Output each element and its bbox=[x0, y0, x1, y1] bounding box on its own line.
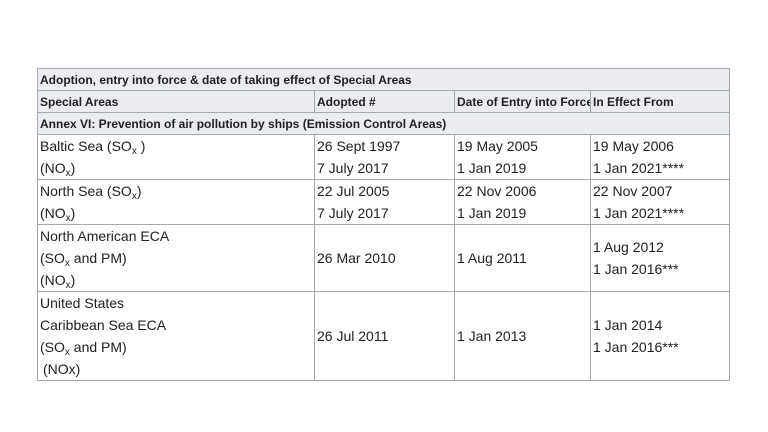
table-row: North Sea (SOx) (NOx) 22 Jul 2005 7 July… bbox=[37, 179, 731, 225]
area-name: United States bbox=[40, 295, 125, 311]
entry-date: 22 Nov 2006 bbox=[457, 183, 537, 199]
area-cell: United States Caribbean Sea ECA (SOx and… bbox=[37, 291, 315, 381]
adopted-date: 22 Jul 2005 bbox=[317, 183, 390, 199]
subscript: x bbox=[65, 168, 71, 179]
effect-date: 1 Jan 2014 bbox=[593, 317, 663, 333]
effect-date: 1 Aug 2012 bbox=[593, 239, 664, 255]
table-row: Baltic Sea (SOx ) (NOx) 26 Sept 1997 7 J… bbox=[37, 134, 731, 180]
adopted-cell: 26 Sept 1997 7 July 2017 bbox=[314, 134, 455, 180]
column-header-adopted: Adopted # bbox=[314, 90, 455, 113]
entry-cell: 1 Aug 2011 bbox=[454, 224, 591, 292]
area-name: Baltic Sea (SO bbox=[40, 138, 132, 154]
entry-cell: 1 Jan 2013 bbox=[454, 291, 591, 381]
area-cell: Baltic Sea (SOx ) (NOx) bbox=[37, 134, 315, 180]
adopted-date: 26 Sept 1997 bbox=[317, 138, 401, 154]
pollutant-suffix: ) bbox=[70, 160, 76, 176]
adopted-cell: 22 Jul 2005 7 July 2017 bbox=[314, 179, 455, 225]
effect-date: 1 Jan 2016*** bbox=[593, 339, 679, 355]
area-cell: North Sea (SOx) (NOx) bbox=[37, 179, 315, 225]
pollutant-label: (NOx) bbox=[43, 361, 81, 377]
pollutant-suffix: ) bbox=[70, 205, 76, 221]
subscript: x bbox=[65, 280, 71, 291]
subscript: x bbox=[131, 146, 137, 157]
effect-cell: 19 May 2006 1 Jan 2021**** bbox=[589, 134, 731, 180]
effect-date: 1 Jan 2021**** bbox=[593, 205, 685, 221]
entry-cell: 19 May 2005 1 Jan 2019 bbox=[454, 134, 591, 180]
area-name: Caribbean Sea ECA bbox=[40, 317, 167, 333]
table-row: United States Caribbean Sea ECA (SOx and… bbox=[37, 291, 731, 381]
adopted-cell: 26 Jul 2011 bbox=[314, 291, 455, 381]
effect-cell: 1 Jan 2014 1 Jan 2016*** bbox=[589, 291, 731, 381]
pollutant-suffix: and PM) bbox=[69, 250, 127, 266]
area-name: North American ECA bbox=[40, 228, 170, 244]
area-cell: North American ECA (SOx and PM) (NOx) bbox=[37, 224, 315, 292]
adopted-date: 7 July 2017 bbox=[317, 205, 389, 221]
adopted-date: 26 Mar 2010 bbox=[317, 250, 396, 266]
adopted-cell: 26 Mar 2010 bbox=[314, 224, 455, 292]
entry-date: 1 Jan 2019 bbox=[457, 205, 527, 221]
pollutant-label: (NO bbox=[40, 272, 66, 288]
section-header-annex-vi: Annex VI: Prevention of air pollution by… bbox=[36, 112, 731, 135]
subscript: x bbox=[64, 347, 70, 358]
effect-cell: 22 Nov 2007 1 Jan 2021**** bbox=[589, 179, 731, 225]
pollutant-suffix: and PM) bbox=[69, 339, 127, 355]
entry-date: 19 May 2005 bbox=[457, 138, 538, 154]
effect-date: 1 Jan 2021**** bbox=[593, 160, 685, 176]
table-row: North American ECA (SOx and PM) (NOx) 26… bbox=[37, 224, 731, 292]
pollutant-label: (SO bbox=[40, 339, 65, 355]
effect-date: 19 May 2006 bbox=[593, 138, 674, 154]
entry-date: 1 Jan 2013 bbox=[457, 328, 527, 344]
column-header-in-effect-from: In Effect From bbox=[589, 90, 731, 113]
effect-date: 22 Nov 2007 bbox=[593, 183, 673, 199]
pollutant-label: (SO bbox=[40, 250, 65, 266]
area-suffix: ) bbox=[136, 138, 146, 154]
effect-date: 1 Jan 2016*** bbox=[593, 261, 679, 277]
entry-date: 1 Aug 2011 bbox=[457, 250, 527, 266]
column-header-special-areas: Special Areas bbox=[37, 90, 315, 113]
area-suffix: ) bbox=[136, 183, 142, 199]
table-caption: Adoption, entry into force & date of tak… bbox=[36, 68, 731, 91]
column-header-entry-into-force: Date of Entry into Force bbox=[454, 90, 591, 113]
effect-cell: 1 Aug 2012 1 Jan 2016*** bbox=[589, 224, 731, 292]
special-areas-table: Adoption, entry into force & date of tak… bbox=[36, 68, 731, 381]
subscript: x bbox=[64, 258, 70, 269]
pollutant-label: (NO bbox=[40, 205, 66, 221]
entry-date: 1 Jan 2019 bbox=[457, 160, 527, 176]
pollutant-suffix: ) bbox=[70, 272, 76, 288]
entry-cell: 22 Nov 2006 1 Jan 2019 bbox=[454, 179, 591, 225]
subscript: x bbox=[131, 191, 137, 202]
pollutant-label: (NO bbox=[40, 160, 66, 176]
area-name: North Sea (SO bbox=[40, 183, 132, 199]
adopted-date: 26 Jul 2011 bbox=[317, 328, 389, 344]
adopted-date: 7 July 2017 bbox=[317, 160, 389, 176]
subscript: x bbox=[65, 213, 71, 224]
